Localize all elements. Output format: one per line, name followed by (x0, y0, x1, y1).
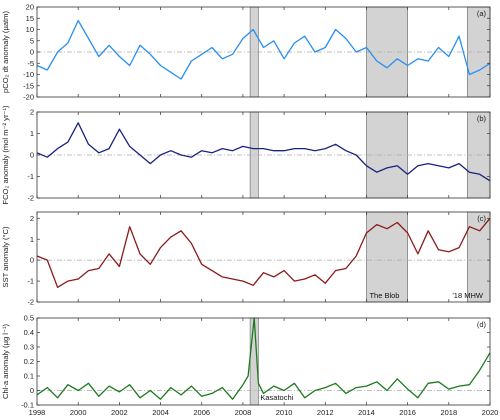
x-tick-label: 2006 (193, 408, 210, 417)
y-tick-label: 0 (30, 151, 34, 160)
panel-tag: (a) (477, 9, 487, 18)
series-line (36, 217, 491, 288)
y-tick-label: 0.5 (24, 314, 34, 323)
plot-frame (36, 211, 491, 303)
y-tick-label: 15 (26, 14, 34, 23)
x-tick-label: 2010 (276, 408, 293, 417)
y-tick-label: 5 (30, 36, 34, 45)
y-tick-label: -2 (27, 298, 34, 307)
y-tick-label: -0.1 (21, 401, 34, 410)
x-tick-label: 2014 (358, 408, 375, 417)
y-axis-label: pCO₂ dt anomaly (µatm) (1, 11, 10, 93)
shade-mhw (467, 211, 491, 303)
x-tick-label: 2002 (111, 408, 128, 417)
y-tick-label: 0 (30, 256, 34, 265)
y-tick-label: 1 (30, 235, 34, 244)
event-label-kasatochi: Kasatochi (260, 393, 293, 402)
y-tick-label: -5 (27, 59, 34, 68)
panel-tag: (c) (477, 214, 486, 223)
x-tick-label: 2008 (235, 408, 252, 417)
panel-1: -20 -15 -10 -5 0 5 10 15 20 (a) pCO₂ dt anomaly (µ… (1, 3, 491, 102)
y-tick-label: 0 (30, 386, 34, 395)
event-label-mhw: '18 MHW (452, 291, 484, 300)
y-tick-label: -1 (27, 172, 34, 181)
series-line (36, 122, 491, 182)
event-label-blob: The Blob (369, 291, 399, 300)
y-axis-label: FCO₂ anomaly (mol m⁻² yr⁻¹) (1, 105, 10, 205)
x-tick-label: 2018 (440, 408, 457, 417)
panel-2: -2 -1 0 1 2 (b) FCO₂ anomaly (mol m⁻² yr⁻¹) (1, 105, 491, 205)
series-line (36, 19, 491, 80)
shade-blob (366, 211, 408, 303)
y-tick-label: 2 (30, 108, 34, 117)
y-tick-label: 20 (26, 3, 34, 12)
y-tick-label: -2 (27, 194, 34, 203)
y-tick-label: 10 (26, 25, 34, 34)
y-tick-label: 0.3 (24, 343, 34, 352)
y-tick-label: -1 (27, 277, 34, 286)
y-axis-label: Chl-a anomaly (µg l⁻¹) (1, 324, 10, 400)
y-tick-label: 1 (30, 129, 34, 138)
y-tick-label: 2 (30, 214, 34, 223)
x-tick-label: 2000 (70, 408, 87, 417)
panel-3: -2 -1 0 1 2 (c) SST anomaly (°C) (1, 211, 491, 307)
y-tick-label: 0.1 (24, 372, 34, 381)
x-tick-label: 2016 (399, 408, 416, 417)
y-tick-label: 0 (30, 48, 34, 57)
y-tick-label: 0.4 (24, 328, 34, 337)
y-axis-label: SST anomaly (°C) (1, 226, 10, 288)
panel-4: -0.1 0 0.1 0.2 0.3 0.4 0.5 (d) Chl-a anomaly (µg… (1, 314, 491, 410)
y-tick-label: -15 (23, 81, 34, 90)
panel-tag: (b) (477, 114, 487, 123)
series-line (36, 317, 491, 400)
panel-tag: (d) (477, 320, 487, 329)
x-tick-label: 2020 (482, 408, 499, 417)
y-tick-label: 0.2 (24, 357, 34, 366)
x-tick-label: 1998 (29, 408, 46, 417)
y-tick-label: -20 (23, 93, 34, 102)
x-tick-label: 2004 (152, 408, 169, 417)
x-tick-label: 2012 (317, 408, 334, 417)
y-tick-label: -10 (23, 70, 34, 79)
